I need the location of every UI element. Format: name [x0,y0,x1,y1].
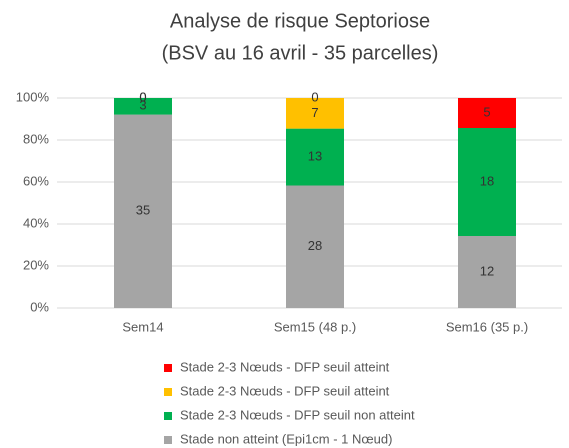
x-tick-label: Sem14 [122,319,163,334]
legend-swatch [164,412,172,420]
legend-label: Stade 2-3 Nœuds - DFP seuil atteint [180,359,390,374]
bar-segment [286,185,344,308]
legend-swatch [164,364,172,372]
y-tick-label: 0% [30,299,49,314]
bar-segment [458,98,516,128]
legend-label: Stade non atteint (Epi1cm - 1 Nœud) [180,431,392,446]
x-tick-label: Sem16 (35 p.) [446,319,528,334]
y-tick-label: 100% [16,89,50,104]
legend-label: Stade 2-3 Nœuds - DFP seuil non atteint [180,407,415,422]
y-tick-label: 80% [23,131,49,146]
data-label: 0 [311,89,318,104]
chart-subtitle: (BSV au 16 avril - 35 parcelles) [162,42,439,64]
y-tick-label: 60% [23,173,49,188]
data-label: 0 [139,89,146,104]
data-label: 12 [480,263,494,278]
data-label: 18 [480,173,494,188]
data-label: 28 [308,238,322,253]
bar-segment [286,98,344,129]
bar-segment [458,236,516,308]
legend-swatch [164,436,172,444]
legend-swatch [164,388,172,396]
x-tick-label: Sem15 (48 p.) [274,319,356,334]
bar-segment [286,128,344,186]
y-tick-label: 40% [23,215,49,230]
bar-segment [114,98,172,115]
chart-title: Analyse de risque Septoriose [170,10,430,32]
data-label: 5 [483,104,490,119]
data-label: 35 [136,203,150,218]
bar-segment [114,114,172,308]
legend-label: Stade 2-3 Nœuds - DFP seuil atteint [180,383,390,398]
bar-segment [458,128,516,236]
y-tick-label: 20% [23,257,49,272]
data-label: 7 [311,105,318,120]
data-label: 3 [139,98,146,113]
data-label: 13 [308,149,322,164]
data-label: 0 [139,89,146,104]
